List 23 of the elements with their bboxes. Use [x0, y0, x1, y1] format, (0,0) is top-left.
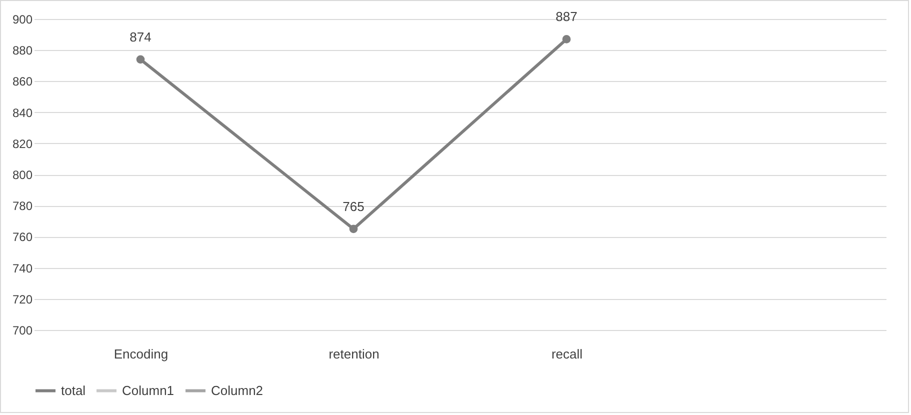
y-tick-label: 820 — [12, 136, 33, 151]
x-tick-label: Encoding — [114, 346, 168, 362]
data-label: 765 — [342, 198, 364, 214]
data-label: 874 — [130, 29, 152, 44]
y-tick-label: 760 — [12, 230, 33, 244]
legend-label: Column1 — [122, 382, 174, 398]
y-tick-label: 780 — [12, 199, 33, 214]
y-tick-label: 800 — [12, 168, 33, 182]
point — [136, 55, 145, 64]
legend-label: total — [61, 382, 86, 398]
y-tick-label: 900 — [12, 12, 33, 26]
point — [562, 35, 571, 44]
x-tick-label: recall — [551, 346, 583, 362]
x-tick-label: retention — [328, 346, 380, 362]
point — [349, 224, 358, 234]
y-tick-label: 880 — [12, 44, 33, 58]
y-tick-label: 840 — [12, 106, 33, 120]
legend-label: Column2 — [211, 382, 264, 398]
y-tick-label: 740 — [12, 261, 33, 276]
y-tick-label: 860 — [12, 74, 33, 89]
data-label: 887 — [556, 9, 578, 24]
y-tick-label: 720 — [12, 292, 33, 306]
y-tick-label: 700 — [12, 324, 33, 338]
